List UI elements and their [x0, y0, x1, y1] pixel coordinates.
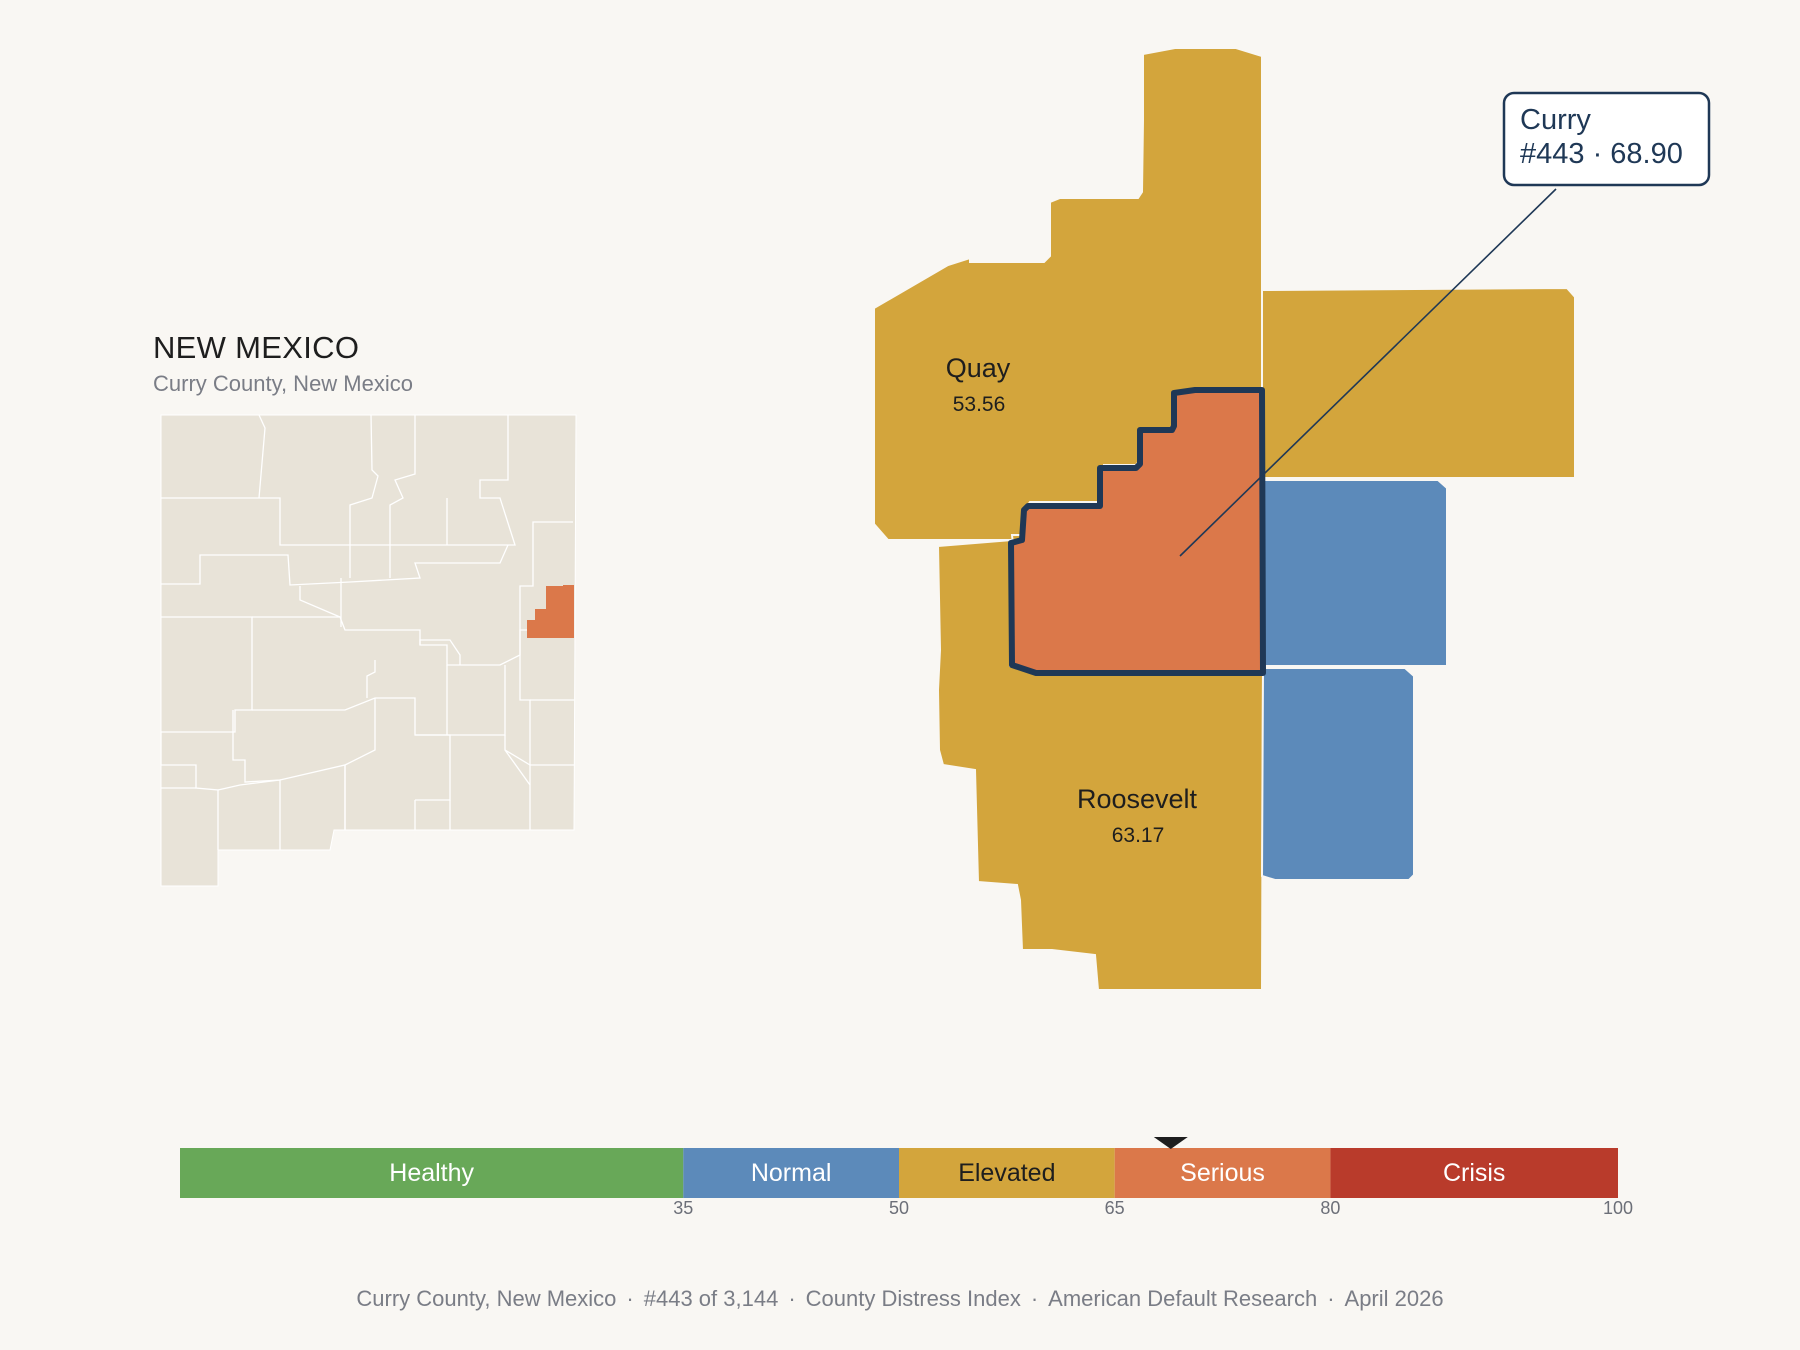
footer-caption: Curry County, New Mexico · #443 of 3,144 · C…	[0, 1286, 1800, 1312]
legend-scale-bar	[180, 1148, 1618, 1198]
legend-tick-50: 50	[888, 1198, 910, 1218]
neighbor-county-ne-shape[interactable]	[1261, 286, 1576, 479]
state-inset-map	[160, 414, 577, 887]
footer-separator: ·	[626, 1286, 634, 1311]
state-title: NEW MEXICO	[153, 330, 360, 365]
county-curry-shape[interactable]	[1008, 387, 1266, 676]
zoomed-county-map: Quay 53.56 Roosevelt 63.17 Curry #443 · …	[873, 47, 1711, 991]
legend-band-elevated	[899, 1148, 1115, 1198]
legend-band-crisis	[1330, 1148, 1618, 1198]
legend-tick-80: 80	[1320, 1198, 1341, 1218]
state-subtitle: Curry County, New Mexico	[153, 371, 413, 396]
footer-part: American Default Research	[1048, 1286, 1318, 1311]
legend-marker-triangle	[1153, 1137, 1188, 1149]
state-inset-county-lines	[160, 414, 574, 850]
legend-band-healthy	[180, 1148, 684, 1198]
footer-separator: ·	[1327, 1286, 1335, 1311]
legend-label-healthy: Healthy	[389, 1159, 475, 1187]
neighbor-county-e-shape[interactable]	[1260, 479, 1448, 667]
legend-label-elevated: Elevated	[958, 1159, 1056, 1187]
footer-separator: ·	[788, 1286, 796, 1311]
legend-tick-100: 100	[1602, 1198, 1634, 1218]
callout-rank-score: #443 · 68.90	[1520, 138, 1683, 170]
state-inset-curry-county	[527, 585, 574, 638]
footer-part: April 2026	[1344, 1286, 1444, 1311]
legend-band-normal	[683, 1148, 899, 1198]
county-quay-score: 53.56	[953, 393, 1006, 416]
footer-part: Curry County, New Mexico	[356, 1286, 617, 1311]
state-inset-outline	[160, 414, 577, 887]
neighbor-county-se-shape[interactable]	[1260, 667, 1415, 881]
callout-box: Curry #443 · 68.90	[1502, 91, 1711, 187]
callout-leader-line	[1179, 188, 1557, 557]
county-quay-name: Quay	[946, 353, 1011, 383]
legend-band-serious	[1114, 1148, 1331, 1198]
footer-part: #443 of 3,144	[643, 1286, 779, 1311]
county-roosevelt-name: Roosevelt	[1077, 784, 1198, 814]
legend-label-crisis: Crisis	[1442, 1159, 1506, 1187]
callout-county-name: Curry	[1520, 104, 1591, 136]
legend-tick-65: 65	[1104, 1198, 1125, 1218]
footer-part: County Distress Index	[805, 1286, 1021, 1311]
county-roosevelt-score: 63.17	[1112, 824, 1165, 847]
legend-label-serious: Serious	[1180, 1159, 1265, 1187]
footer-separator: ·	[1030, 1286, 1039, 1311]
legend-label-normal: Normal	[750, 1159, 832, 1187]
legend-tick-35: 35	[673, 1198, 694, 1218]
